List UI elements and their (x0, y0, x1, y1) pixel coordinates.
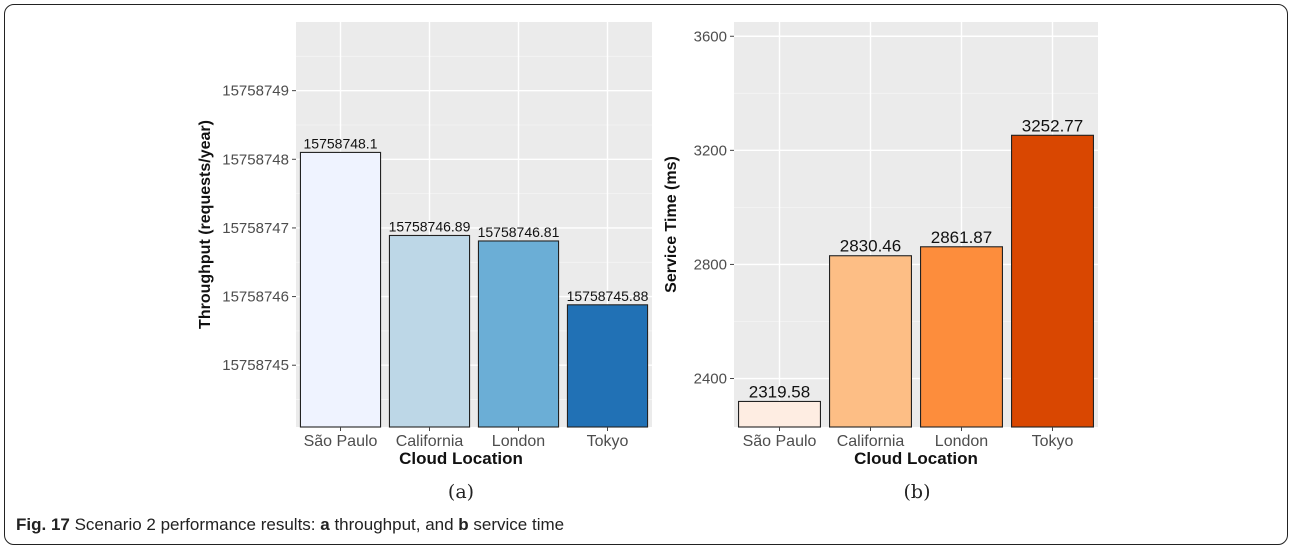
y-tick-label: 15758748 (222, 151, 289, 168)
x-axis-title: Cloud Location (854, 449, 978, 468)
data-label: 15758746.81 (478, 224, 560, 240)
data-label: 2830.46 (840, 237, 901, 256)
x-tick-label: California (396, 433, 464, 450)
caption-text-3: service time (468, 515, 565, 534)
x-tick-label: São Paulo (304, 433, 378, 450)
data-label: 15758745.88 (567, 288, 649, 304)
bar-london (477, 240, 560, 428)
x-tick-label: London (935, 433, 988, 450)
chart-panel-1: 15758748.1 15758746.89 15758746.81 15758745… (197, 22, 652, 468)
chart-panel-2: 2319.58 2830.46 2861.87 3252.77 2400 2800 3200… (663, 22, 1098, 468)
bar-s-o-paulo (737, 400, 821, 428)
bar-california (828, 255, 912, 428)
caption-text-2: throughput, and (329, 515, 459, 534)
bar-tokyo (1010, 134, 1094, 428)
caption-text-1: Scenario 2 performance results: (69, 515, 321, 534)
y-tick-label: 2400 (694, 371, 727, 388)
x-tick-label: London (492, 433, 545, 450)
y-axis-title: Service Time (ms) (663, 156, 680, 293)
y-tick-label: 2800 (694, 256, 727, 273)
figure-caption: Fig. 17 Scenario 2 performance results: … (16, 515, 564, 535)
bar-s-o-paulo (299, 151, 382, 428)
caption-a: a (320, 515, 330, 534)
data-label: 2861.87 (931, 228, 992, 247)
data-label: 3252.77 (1022, 116, 1083, 135)
data-label: 2319.58 (749, 382, 810, 401)
x-tick-label: California (837, 433, 905, 450)
data-label: 15758748.1 (304, 135, 378, 151)
y-tick-label: 15758749 (222, 83, 289, 100)
panel-a-label: (a) (448, 481, 474, 503)
bar-california (388, 234, 471, 428)
x-tick-label: Tokyo (1032, 433, 1074, 450)
y-tick-label: 3600 (694, 28, 727, 45)
x-axis-title: Cloud Location (399, 449, 523, 468)
caption-prefix: Fig. 17 (16, 515, 70, 534)
y-tick-label: 15758747 (222, 220, 289, 237)
caption-b: b (458, 515, 469, 534)
data-label: 15758746.89 (389, 218, 471, 234)
y-tick-label: 15758746 (222, 289, 289, 306)
y-axis-title: Throughput (requests/year) (197, 120, 214, 329)
x-tick-label: Tokyo (587, 433, 629, 450)
bar-london (919, 246, 1003, 428)
bar-tokyo (566, 304, 649, 428)
y-tick-label: 15758745 (222, 357, 289, 374)
panel-b-label: (b) (904, 481, 931, 503)
y-tick-label: 3200 (694, 142, 727, 159)
x-tick-label: São Paulo (743, 433, 817, 450)
